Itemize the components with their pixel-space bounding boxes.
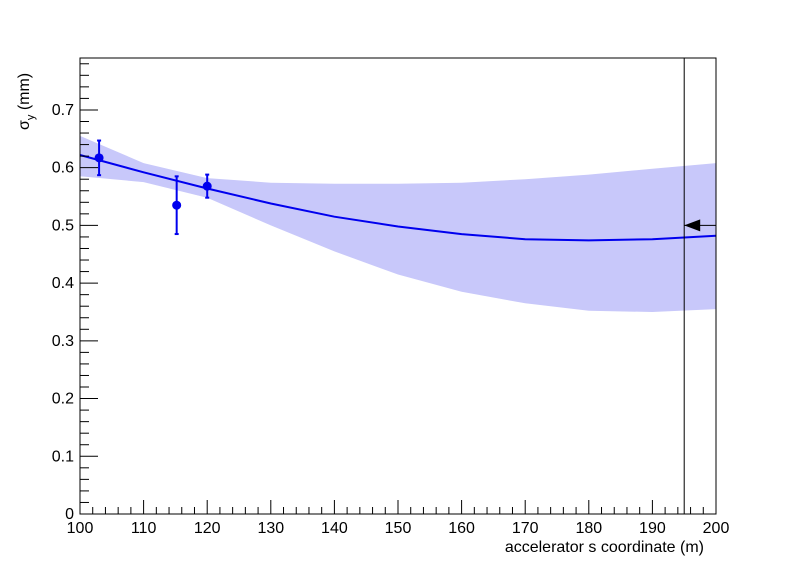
- y-axis-title-symbol: σ: [16, 120, 33, 130]
- data-point-1: [94, 153, 104, 163]
- x-tick-label: 160: [448, 520, 475, 537]
- x-tick-label: 130: [257, 520, 284, 537]
- fit-curve: [79, 154, 717, 242]
- y-tick-label: 0.7: [52, 102, 74, 119]
- x-tick-label: 190: [639, 520, 666, 537]
- x-tick-label: 170: [512, 520, 539, 537]
- y-tick-label: 0.5: [52, 217, 74, 234]
- x-tick-label: 110: [131, 520, 157, 537]
- ticks-layer: [79, 63, 717, 515]
- y-axis-title-unit: (mm): [16, 73, 33, 115]
- x-axis-title: accelerator s coordinate (m): [505, 539, 704, 556]
- x-tick-label: 200: [703, 520, 730, 537]
- x-tick-label: 140: [321, 520, 348, 537]
- fit-curve-layer: [79, 154, 717, 242]
- y-axis-title-subscript: y: [25, 114, 37, 120]
- x-tick-label: 120: [194, 520, 221, 537]
- data-point-3: [202, 181, 212, 191]
- y-tick-label: 0.1: [52, 448, 74, 465]
- y-tick-label: 0: [65, 506, 74, 523]
- x-tick-label: 150: [385, 520, 412, 537]
- y-axis-title: σy (mm): [16, 73, 37, 130]
- y-tick-label: 0.4: [52, 275, 74, 292]
- arrow-head-icon: [684, 219, 701, 232]
- y-tick-label: 0.2: [52, 391, 74, 408]
- confidence-band-layer: [80, 135, 716, 312]
- tick-labels-layer: 100 110 120 130 140 150 160 170 180 190 200 0 0.1 0.2…: [52, 102, 730, 537]
- marker-layer: [683, 58, 716, 514]
- x-tick-label: 100: [67, 520, 94, 537]
- y-tick-label: 0.6: [52, 160, 74, 177]
- data-point-2: [172, 200, 182, 210]
- confidence-band: [80, 135, 716, 312]
- y-tick-label: 0.3: [52, 333, 74, 350]
- data-points-layer: [94, 139, 212, 236]
- x-tick-label: 180: [575, 520, 602, 537]
